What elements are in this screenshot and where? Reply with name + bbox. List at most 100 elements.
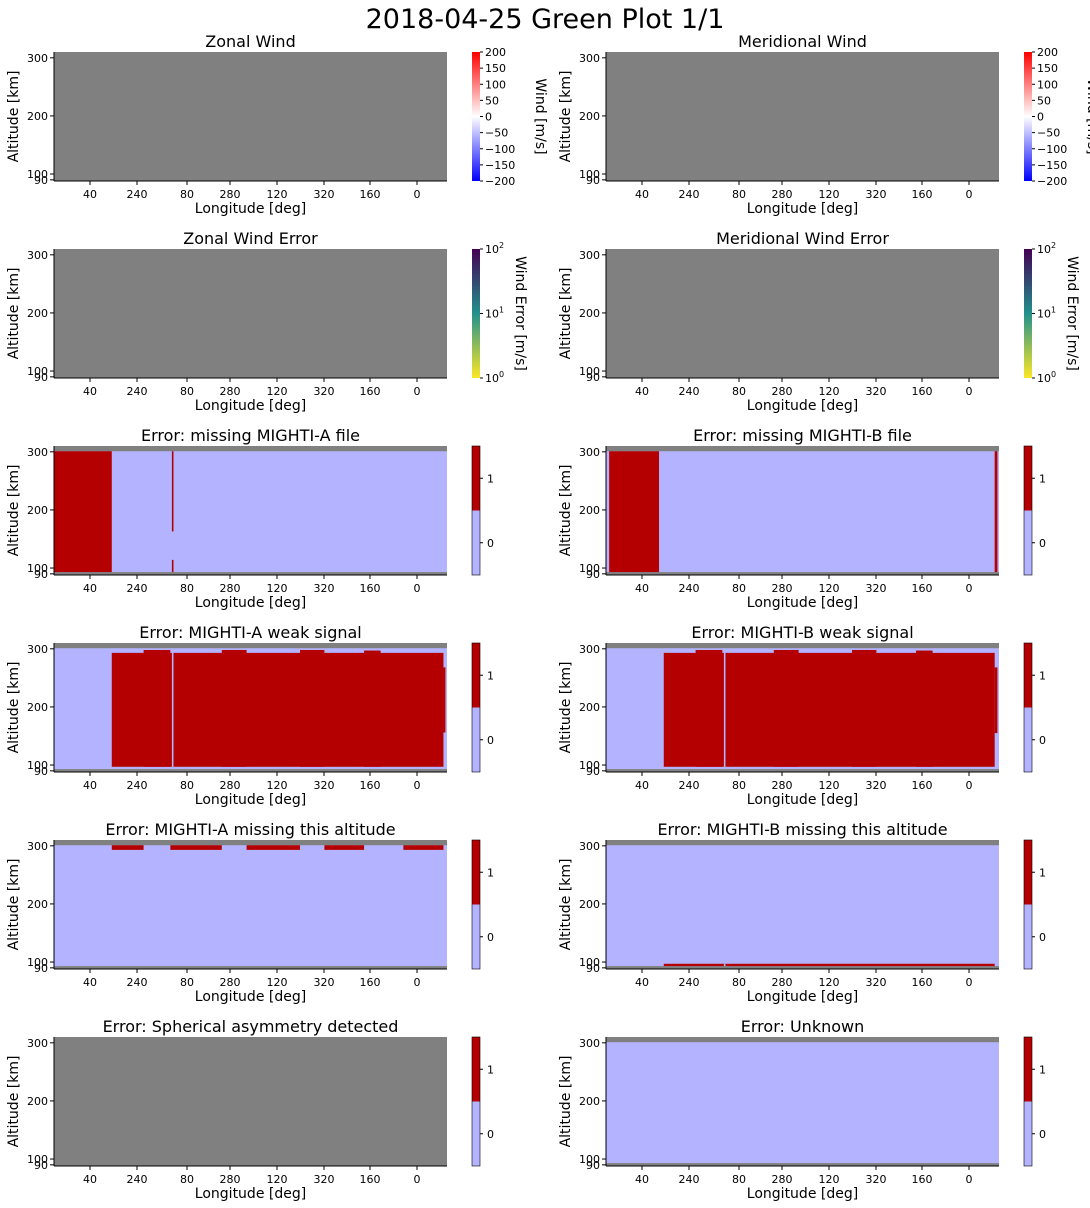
y-tick-label: 200 xyxy=(579,898,600,911)
x-tick-label: 320 xyxy=(314,188,335,201)
x-tick-label: 40 xyxy=(83,188,97,201)
x-tick-label: 40 xyxy=(635,976,649,989)
colorbar-tick-label: −50 xyxy=(485,127,508,140)
y-tick-label: 200 xyxy=(27,504,48,517)
y-tick-label: 100 xyxy=(27,759,48,772)
x-tick-label: 0 xyxy=(966,385,973,398)
x-tick-label: 160 xyxy=(360,1173,381,1186)
panel-title: Error: missing MIGHTI-A file xyxy=(141,426,360,445)
x-tick-label: 320 xyxy=(314,1173,335,1186)
y-tick-label: 100 xyxy=(579,1153,600,1166)
x-tick-label: 40 xyxy=(635,385,649,398)
y-tick-label: 90 xyxy=(586,962,600,975)
flag-on-region xyxy=(171,451,174,532)
colorbar-tick-label: 1 xyxy=(1039,472,1046,485)
x-tick-label: 160 xyxy=(360,582,381,595)
x-tick-label: 80 xyxy=(732,1173,746,1186)
colorbar: 10 xyxy=(471,445,494,576)
x-axis-label: Longitude [deg] xyxy=(747,792,858,808)
x-tick-label: 280 xyxy=(772,582,793,595)
flag-on-region xyxy=(221,649,247,767)
colorbar-tick-label: 50 xyxy=(485,94,499,107)
colorbar-label: Wind Error [m/s] xyxy=(512,256,528,371)
panel-missing-alt-b: Error: MIGHTI-B missing this altitude901… xyxy=(558,820,1046,1005)
x-tick-label: 240 xyxy=(127,976,148,989)
colorbar-tick-label: 102 xyxy=(1037,241,1056,256)
colorbar-frame xyxy=(1023,445,1033,576)
x-tick-label: 320 xyxy=(314,385,335,398)
colorbar-gradient xyxy=(1024,52,1032,181)
y-axis-label: Altitude [km] xyxy=(558,465,574,557)
y-tick-label: 200 xyxy=(579,504,600,517)
x-tick-label: 240 xyxy=(679,385,700,398)
x-tick-label: 80 xyxy=(180,1173,194,1186)
panel-missing-b-file: Error: missing MIGHTI-B file901002003004… xyxy=(558,426,1046,611)
colorbar-tick-label: −200 xyxy=(1037,175,1067,188)
y-tick-label: 90 xyxy=(34,765,48,778)
colorbar-segment-on xyxy=(472,840,480,905)
x-tick-label: 160 xyxy=(912,582,933,595)
x-tick-label: 120 xyxy=(267,582,288,595)
flag-on-region xyxy=(143,649,171,767)
colorbar-tick-label: −100 xyxy=(1037,143,1067,156)
y-axis-label: Altitude [km] xyxy=(558,71,574,163)
y-tick-label: 300 xyxy=(579,643,600,656)
colorbar-tick-label: 1 xyxy=(1039,866,1046,879)
flag-on-region xyxy=(170,845,222,850)
flag-off-region xyxy=(606,451,999,573)
flag-on-region xyxy=(403,845,444,850)
x-tick-label: 0 xyxy=(966,582,973,595)
flag-off-region xyxy=(54,451,447,573)
x-tick-label: 280 xyxy=(772,1173,793,1186)
y-tick-label: 90 xyxy=(586,371,600,384)
x-tick-label: 0 xyxy=(414,976,421,989)
panel-spherical-asymmetry: Error: Spherical asymmetry detected90100… xyxy=(6,1017,494,1202)
x-tick-label: 160 xyxy=(360,779,381,792)
x-tick-label: 40 xyxy=(635,582,649,595)
tick-base: 10 xyxy=(485,243,499,256)
x-tick-label: 0 xyxy=(414,188,421,201)
x-tick-label: 80 xyxy=(180,976,194,989)
panel-title: Error: MIGHTI-A weak signal xyxy=(139,623,362,642)
tick-base: 10 xyxy=(1037,372,1051,385)
flag-on-region xyxy=(773,649,799,767)
colorbar-gradient xyxy=(472,52,480,181)
y-tick-label: 200 xyxy=(579,307,600,320)
x-tick-label: 120 xyxy=(819,188,840,201)
colorbar-tick-label: 101 xyxy=(1037,306,1056,321)
colorbar-tick-label: 0 xyxy=(487,734,494,747)
colorbar-tick-label: −50 xyxy=(1037,127,1060,140)
colorbar-tick-label: 1 xyxy=(487,1063,494,1076)
flag-gap xyxy=(723,648,726,770)
panel-missing-a-file: Error: missing MIGHTI-A file901002003004… xyxy=(6,426,494,611)
x-tick-label: 280 xyxy=(220,188,241,201)
y-tick-label: 90 xyxy=(34,568,48,581)
panel-title: Zonal Wind xyxy=(205,32,295,51)
y-tick-label: 90 xyxy=(34,962,48,975)
y-axis-label: Altitude [km] xyxy=(558,859,574,951)
x-tick-label: 80 xyxy=(180,188,194,201)
y-tick-label: 100 xyxy=(27,365,48,378)
y-tick-label: 100 xyxy=(579,562,600,575)
colorbar-tick-label: −150 xyxy=(1037,159,1067,172)
x-tick-label: 0 xyxy=(966,976,973,989)
x-tick-label: 0 xyxy=(414,779,421,792)
colorbar-frame xyxy=(1023,1036,1033,1167)
x-tick-label: 40 xyxy=(83,385,97,398)
flag-on-region xyxy=(324,845,365,850)
tick-base: 10 xyxy=(1037,308,1051,321)
flag-off-region xyxy=(54,845,447,967)
y-tick-label: 300 xyxy=(579,446,600,459)
colorbar-frame xyxy=(471,1036,481,1167)
x-tick-label: 80 xyxy=(180,385,194,398)
y-tick-label: 100 xyxy=(579,759,600,772)
y-tick-label: 300 xyxy=(27,52,48,65)
x-tick-label: 280 xyxy=(772,779,793,792)
colorbar-frame xyxy=(471,642,481,773)
y-tick-label: 200 xyxy=(27,110,48,123)
colorbar: 10 xyxy=(1023,445,1046,576)
x-tick-label: 0 xyxy=(966,1173,973,1186)
